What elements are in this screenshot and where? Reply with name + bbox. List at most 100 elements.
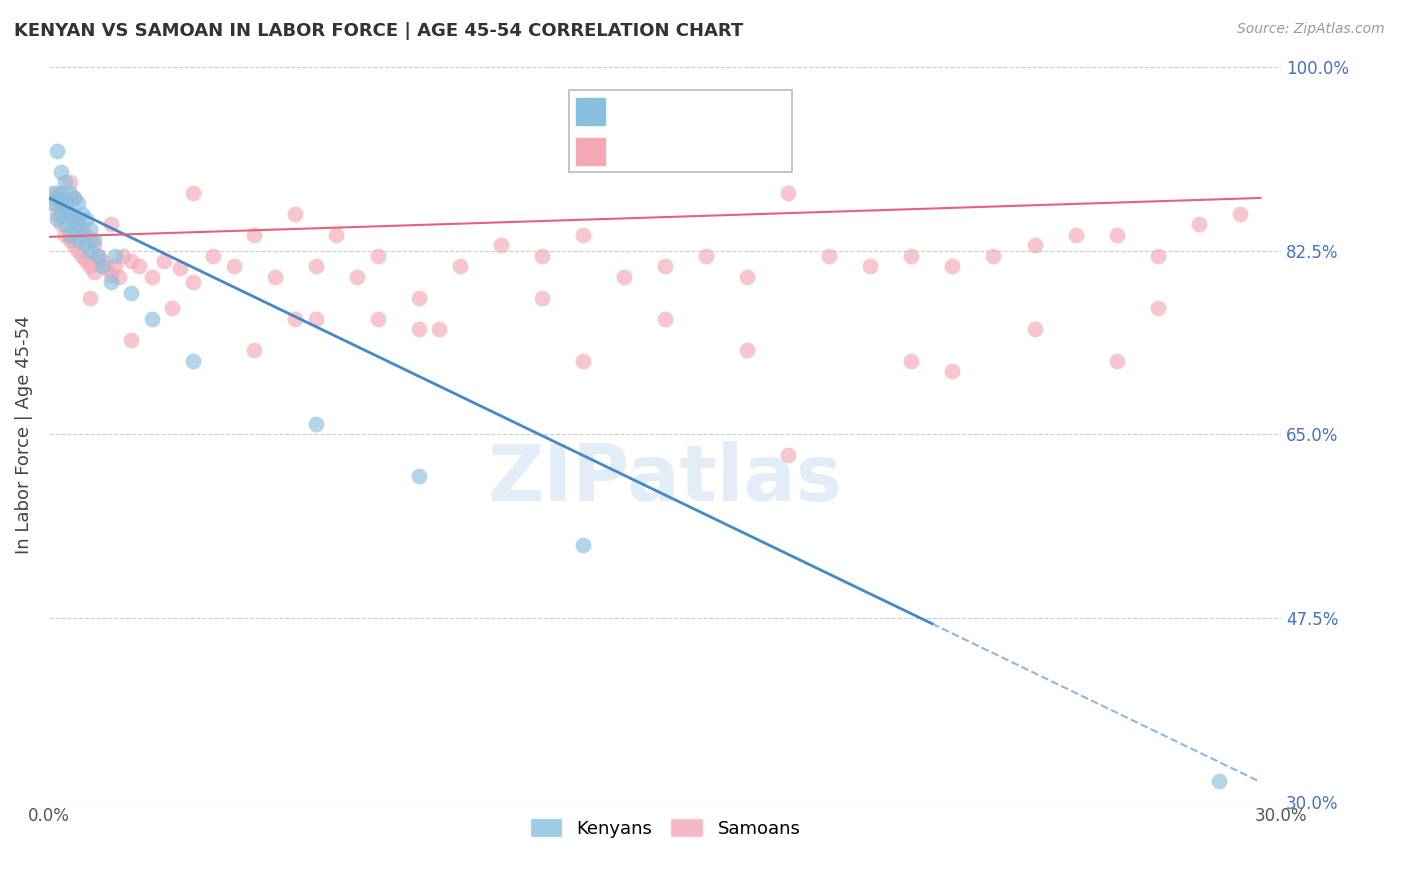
Point <box>70 207 93 221</box>
Point <box>79 244 101 258</box>
Point <box>141 269 163 284</box>
Point <box>489 238 512 252</box>
Point <box>346 269 368 284</box>
Point <box>66 217 89 231</box>
Point <box>530 249 553 263</box>
Point <box>58 175 80 189</box>
Point <box>51 186 73 200</box>
Point <box>222 260 245 274</box>
Point <box>408 291 430 305</box>
Y-axis label: In Labor Force | Age 45-54: In Labor Force | Age 45-54 <box>15 315 32 554</box>
Point <box>55 227 77 242</box>
Point <box>153 254 176 268</box>
Point <box>572 538 595 552</box>
Text: ZIPatlas: ZIPatlas <box>488 441 842 516</box>
Point <box>100 268 122 282</box>
Point <box>120 285 142 300</box>
Point <box>46 212 69 227</box>
Point <box>62 212 84 227</box>
Point <box>1105 227 1128 242</box>
Text: KENYAN VS SAMOAN IN LABOR FORCE | AGE 45-54 CORRELATION CHART: KENYAN VS SAMOAN IN LABOR FORCE | AGE 45… <box>14 22 744 40</box>
Point <box>51 164 73 178</box>
Point <box>91 254 114 268</box>
Point <box>202 249 225 263</box>
Point <box>778 186 800 200</box>
Point <box>305 311 328 326</box>
Point <box>900 354 922 368</box>
Point <box>55 175 77 189</box>
Point <box>62 191 84 205</box>
Point <box>305 260 328 274</box>
Point <box>79 291 101 305</box>
Point <box>96 261 118 276</box>
Point <box>120 254 142 268</box>
Point <box>530 291 553 305</box>
Point <box>104 249 127 263</box>
Point <box>1105 354 1128 368</box>
Legend: Kenyans, Samoans: Kenyans, Samoans <box>523 811 807 845</box>
Point <box>42 196 65 211</box>
Point <box>263 269 285 284</box>
Point <box>427 322 450 336</box>
Point <box>735 269 758 284</box>
Point <box>62 238 84 252</box>
Point <box>75 227 97 242</box>
Point <box>160 301 183 316</box>
Point <box>55 196 77 211</box>
Point <box>181 354 204 368</box>
Point <box>58 207 80 221</box>
Point <box>75 254 97 268</box>
Point <box>62 191 84 205</box>
Point <box>859 260 882 274</box>
Point <box>46 144 69 158</box>
Point <box>46 186 69 200</box>
Point <box>42 186 65 200</box>
Point <box>100 217 122 231</box>
Point <box>1208 774 1230 789</box>
Point <box>42 196 65 211</box>
Point <box>104 260 127 274</box>
Point <box>100 275 122 289</box>
Point <box>83 233 105 247</box>
Point <box>408 469 430 483</box>
Point <box>1024 238 1046 252</box>
Point <box>1229 207 1251 221</box>
Point <box>58 186 80 200</box>
Point <box>613 269 636 284</box>
Point <box>243 343 266 358</box>
Point <box>941 260 963 274</box>
Point <box>51 207 73 221</box>
Point <box>141 311 163 326</box>
Point <box>1146 249 1168 263</box>
Point <box>243 227 266 242</box>
Point <box>62 222 84 236</box>
Point <box>75 212 97 227</box>
Point <box>366 311 388 326</box>
Point <box>66 217 89 231</box>
Point <box>107 269 129 284</box>
Point <box>51 196 73 211</box>
Point <box>83 264 105 278</box>
Point <box>111 249 134 263</box>
Point <box>1064 227 1087 242</box>
Point <box>58 227 80 242</box>
Point <box>1024 322 1046 336</box>
Point <box>87 249 110 263</box>
Point <box>983 249 1005 263</box>
Text: Source: ZipAtlas.com: Source: ZipAtlas.com <box>1237 22 1385 37</box>
Point <box>70 227 93 242</box>
Point <box>284 207 307 221</box>
Point <box>449 260 471 274</box>
Point <box>181 275 204 289</box>
Point <box>778 449 800 463</box>
Point <box>51 191 73 205</box>
Point <box>818 249 841 263</box>
Point <box>284 311 307 326</box>
Point <box>46 191 69 205</box>
Point <box>181 186 204 200</box>
Point <box>46 207 69 221</box>
Point <box>1146 301 1168 316</box>
Point <box>735 343 758 358</box>
Point <box>58 207 80 221</box>
Point <box>83 238 105 252</box>
